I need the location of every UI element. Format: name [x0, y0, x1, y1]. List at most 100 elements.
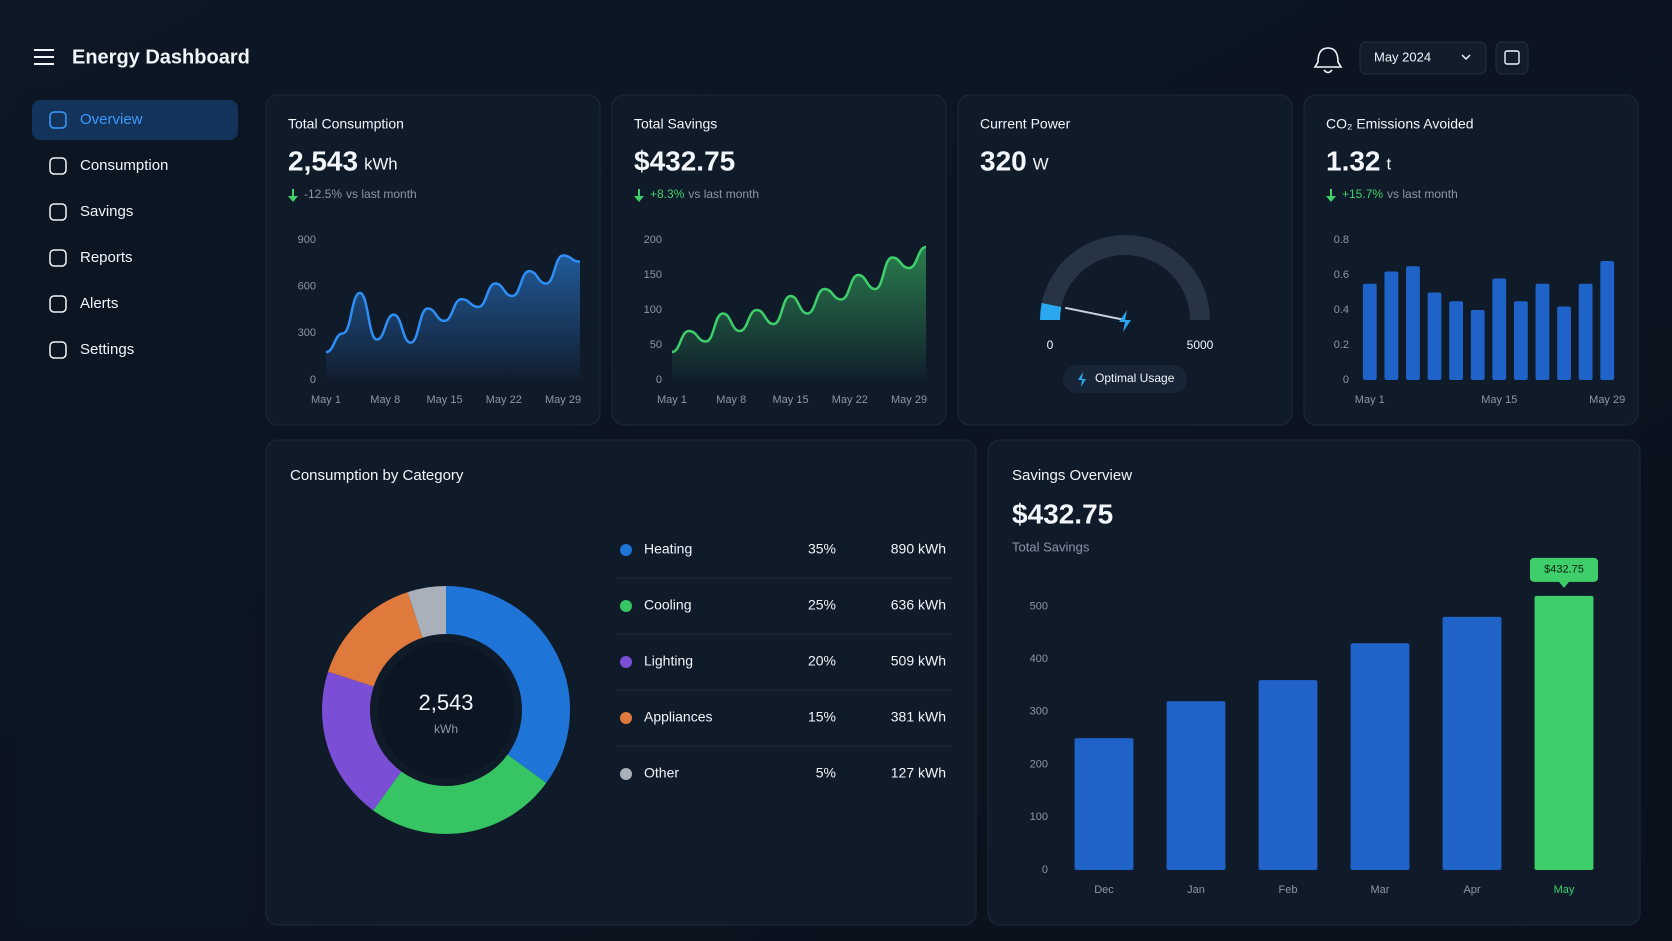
x-tick-label: May 1 — [311, 394, 341, 406]
y-tick-label: 0 — [1042, 864, 1048, 876]
bar — [1492, 278, 1507, 380]
calendar-icon — [1504, 50, 1520, 65]
y-tick-label: 0 — [310, 374, 316, 386]
nav-item[interactable]: Settings — [80, 341, 134, 358]
period-select[interactable] — [1359, 41, 1487, 75]
y-tick-label: 0.4 — [1334, 304, 1349, 316]
trend-arrow — [634, 189, 644, 202]
nav-item[interactable]: Savings — [80, 203, 133, 220]
bar — [1600, 261, 1615, 380]
x-tick-label: May 29 — [1589, 394, 1625, 406]
calendar-button[interactable] — [1495, 41, 1529, 75]
status-pill — [1063, 365, 1187, 393]
nav-item[interactable]: Reports — [80, 249, 133, 266]
percent-label: 5% — [816, 765, 836, 781]
bar — [1449, 301, 1464, 380]
y-tick-label: 50 — [650, 339, 662, 351]
y-tick-label: 150 — [644, 269, 662, 281]
bell-icon[interactable] — [1313, 47, 1343, 74]
gauge-needle — [1065, 306, 1126, 321]
y-tick-label: 200 — [644, 234, 662, 246]
x-tick-label: May 15 — [426, 394, 462, 406]
legend-dot — [620, 712, 632, 724]
y-tick-label: 600 — [298, 281, 316, 293]
bar — [1534, 595, 1594, 870]
gauge-tick-label: 5000 — [1187, 338, 1214, 352]
card-unit: t — [1387, 154, 1392, 173]
amount-label: 636 kWh — [891, 597, 946, 613]
y-tick-label: 200 — [1030, 758, 1048, 770]
trend-arrow — [288, 189, 298, 202]
card-subtitle: Total Savings — [1012, 539, 1090, 554]
period: May 2024 — [1374, 49, 1431, 64]
x-tick-label: Mar — [1371, 884, 1390, 896]
y-tick-label: 300 — [1030, 706, 1048, 718]
active-item-bg[interactable] — [32, 100, 238, 140]
change: -12.5% — [304, 187, 342, 201]
bar — [1470, 310, 1485, 380]
nav-item[interactable]: Alerts — [80, 295, 118, 312]
percent-label: 25% — [808, 597, 836, 613]
sidebar — [20, 90, 250, 925]
change-note: vs last month — [346, 187, 417, 201]
amount-label: 381 kWh — [891, 709, 946, 725]
y-tick-label: 100 — [1030, 811, 1048, 823]
x-tick-label: May 15 — [1481, 394, 1517, 406]
nav-icon — [49, 203, 67, 221]
x-tick-label: May 1 — [657, 394, 687, 406]
y-tick-label: 0.8 — [1334, 234, 1349, 246]
nav-icon — [49, 111, 67, 129]
y-tick-label: 900 — [298, 234, 316, 246]
card-title: Total Consumption — [288, 116, 404, 132]
legend-label: Appliances — [644, 709, 713, 725]
change: +8.3% — [650, 187, 685, 201]
nav-icon — [49, 295, 67, 313]
bar — [1074, 738, 1134, 870]
annotation-bg — [1530, 557, 1598, 582]
y-tick-label: 0 — [1343, 374, 1349, 386]
nav-item[interactable]: Consumption — [80, 157, 168, 174]
card-title: Current Power — [980, 116, 1071, 132]
card-title: Total Savings — [634, 116, 717, 132]
donut-segment — [328, 592, 424, 688]
card-value: 320 — [980, 145, 1027, 176]
legend-label: Cooling — [644, 597, 691, 613]
gauge-tick-label: 0 — [1047, 338, 1054, 352]
legend-dot — [620, 544, 632, 556]
nav-icon — [49, 157, 67, 175]
nav-icon — [49, 341, 67, 359]
bar — [1535, 283, 1550, 380]
donut-segment — [445, 586, 570, 783]
card-unit: kWh — [364, 154, 398, 173]
x-tick-label: Apr — [1463, 884, 1480, 896]
nav-item[interactable]: Overview — [80, 111, 143, 128]
card-value: 1.32 — [1326, 145, 1381, 176]
donut-segment — [322, 671, 402, 811]
bar — [1513, 301, 1528, 380]
card-title: Consumption by Category — [290, 467, 464, 484]
change-note: vs last month — [1387, 187, 1458, 201]
legend-dot — [620, 656, 632, 668]
amount-label: 890 kWh — [891, 541, 946, 557]
bar — [1166, 701, 1226, 870]
change: +15.7% — [1342, 187, 1383, 201]
card-value: $432.75 — [1012, 498, 1113, 529]
donut-center-unit: kWh — [434, 722, 458, 736]
bar — [1384, 271, 1399, 380]
x-tick-label: May 29 — [891, 394, 927, 406]
x-tick-label: May 1 — [1355, 394, 1385, 406]
bar — [1442, 616, 1502, 870]
y-tick-label: 400 — [1030, 653, 1048, 665]
card — [957, 94, 1293, 426]
card-value: 2,543 — [288, 145, 358, 176]
y-tick-label: 300 — [298, 327, 316, 339]
change-note: vs last month — [688, 187, 759, 201]
line — [671, 245, 927, 354]
line — [325, 254, 581, 354]
donut-hole — [378, 642, 514, 778]
bar — [1557, 306, 1571, 380]
x-tick-label: Jan — [1187, 884, 1205, 896]
legend-label: Lighting — [644, 653, 693, 669]
